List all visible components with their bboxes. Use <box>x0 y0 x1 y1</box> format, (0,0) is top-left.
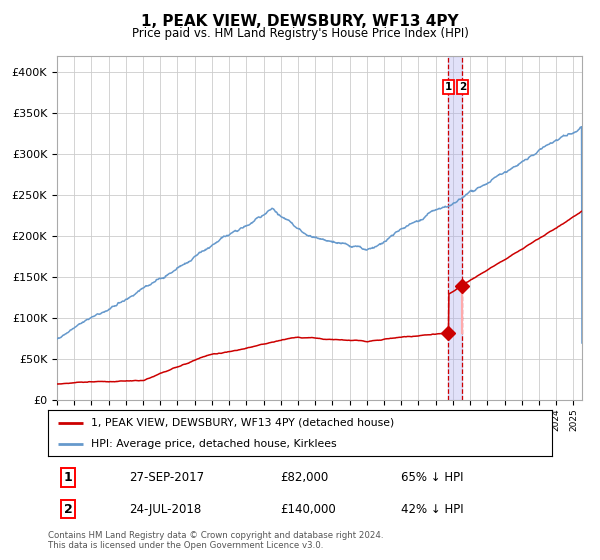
Bar <box>448 56 463 400</box>
Text: 42% ↓ HPI: 42% ↓ HPI <box>401 503 463 516</box>
Text: 2: 2 <box>64 503 73 516</box>
Text: 2: 2 <box>459 82 466 92</box>
Text: 1: 1 <box>445 82 452 92</box>
Text: 27-SEP-2017: 27-SEP-2017 <box>128 471 204 484</box>
Text: 65% ↓ HPI: 65% ↓ HPI <box>401 471 463 484</box>
Text: 1: 1 <box>64 471 73 484</box>
Text: Contains HM Land Registry data © Crown copyright and database right 2024.
This d: Contains HM Land Registry data © Crown c… <box>48 531 383 550</box>
Text: 1, PEAK VIEW, DEWSBURY, WF13 4PY: 1, PEAK VIEW, DEWSBURY, WF13 4PY <box>141 14 459 29</box>
Text: £82,000: £82,000 <box>280 471 328 484</box>
Text: HPI: Average price, detached house, Kirklees: HPI: Average price, detached house, Kirk… <box>91 439 337 449</box>
Text: 1, PEAK VIEW, DEWSBURY, WF13 4PY (detached house): 1, PEAK VIEW, DEWSBURY, WF13 4PY (detach… <box>91 418 394 428</box>
Text: Price paid vs. HM Land Registry's House Price Index (HPI): Price paid vs. HM Land Registry's House … <box>131 27 469 40</box>
Text: 24-JUL-2018: 24-JUL-2018 <box>128 503 201 516</box>
Text: £140,000: £140,000 <box>280 503 335 516</box>
